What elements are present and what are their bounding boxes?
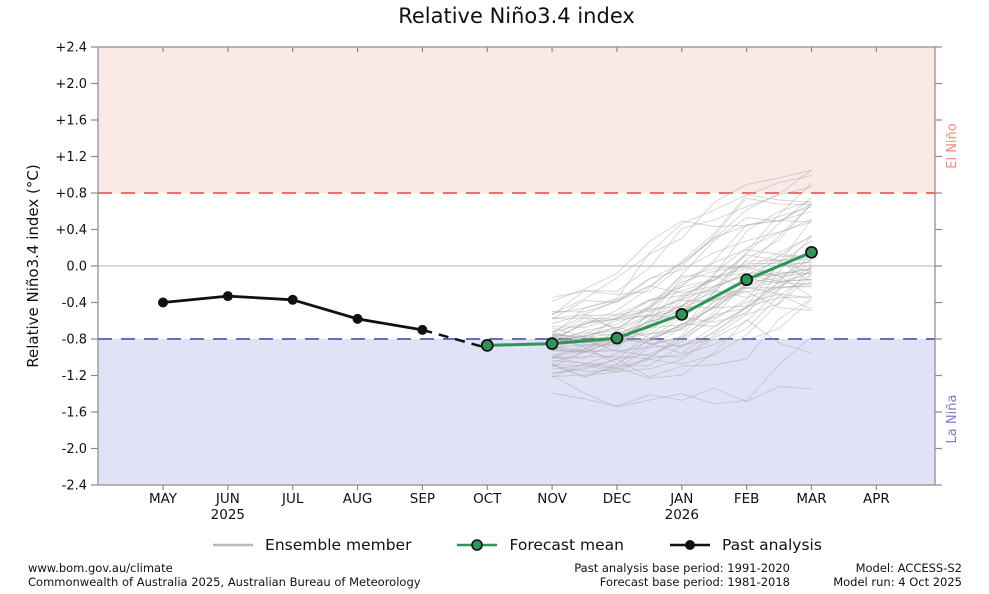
footer-model-info: Model: ACCESS-S2 Model run: 4 Oct 2025 [833,561,962,589]
footer-base-periods: Past analysis base period: 1991-2020 For… [574,561,790,589]
legend-label-past: Past analysis [721,536,822,554]
legend-item-past-analysis: Past analysis [668,536,822,554]
ensemble-member-line [552,249,812,350]
x-year-label: 2026 [665,507,699,523]
legend-item-ensemble-member: Ensemble member [211,536,411,554]
footer-site-url: www.bom.gov.au/climate [28,561,173,575]
forecast-line-marker-icon [455,537,499,553]
past-analysis-point [287,294,298,305]
forecast-mean-point [545,337,559,350]
ensemble-member-line [551,194,812,336]
ensemble-member-line [552,183,812,359]
legend-label-forecast: Forecast mean [509,536,624,554]
ensemble-member-line [552,266,812,373]
x-tick-label: JUN [215,491,240,507]
x-year-label: 2025 [211,507,245,523]
y-tick-label: -0.4 [62,296,87,311]
la-nina-label: La Niña [945,395,960,444]
ensemble-member-line [551,252,812,377]
x-tick-label: SEP [410,491,435,507]
past-analysis-point [352,313,363,324]
ensemble-member-line [552,254,812,328]
chart-legend: Ensemble member Forecast mean Past analy… [98,531,935,559]
y-axis-title: Relative Niño3.4 index (°C) [24,164,42,367]
past-line-marker-icon [668,537,712,553]
x-tick-label: MAY [149,491,178,507]
x-tick-label: FEB [734,491,760,507]
x-tick-label: APR [863,491,890,507]
forecast-mean-point [480,339,494,352]
x-tick-label: MAR [796,491,826,507]
y-tick-label: -1.2 [62,369,87,384]
y-tick-label: -2.4 [62,479,87,494]
y-tick-label: +0.4 [55,223,87,238]
y-tick-label: -0.8 [62,333,87,348]
x-tick-label: NOV [537,491,567,507]
ensemble-member-line [551,262,812,338]
ensemble-member-line [552,274,812,358]
past-analysis-point [417,324,428,335]
ensemble-member-line [552,218,812,353]
x-tick-label: AUG [343,491,373,507]
ensemble-member-line [552,298,812,378]
forecast-mean-point [740,273,754,287]
legend-label-ensemble: Ensemble member [265,536,412,554]
ensemble-member-line [551,197,812,333]
ensemble-member-line [551,270,812,345]
forecast-mean-point [805,245,818,259]
footer-copyright: Commonwealth of Australia 2025, Australi… [28,575,421,589]
y-tick-label: +2.0 [55,77,87,92]
x-tick-label: JAN [669,491,693,507]
footer-attribution: www.bom.gov.au/climate Commonwealth of A… [28,561,421,589]
footer-past-base-period: Past analysis base period: 1991-2020 [574,561,790,575]
el-nino-band [98,47,935,193]
ensemble-member-line [551,336,812,408]
ensemble-member-line [552,221,812,319]
x-tick-label: OCT [473,491,502,507]
y-tick-label: +2.4 [55,41,87,56]
y-tick-label: +1.2 [55,150,87,165]
forecast-mean-line [487,250,813,347]
ensemble-line-icon [211,537,255,553]
past-analysis-point [222,291,233,302]
x-tick-label: JUL [281,491,304,507]
footer-model: Model: ACCESS-S2 [855,561,962,575]
footer-model-run: Model run: 4 Oct 2025 [833,575,962,589]
ensemble-member-line [551,203,812,351]
y-tick-label: 0.0 [66,260,87,275]
past-analysis-point [158,297,168,308]
y-tick-label: +1.6 [55,114,87,129]
chart-title: Relative Niño3.4 index [398,4,635,28]
x-tick-label: DEC [603,491,631,507]
forecast-mean-point [610,331,624,345]
ensemble-member-line [551,220,812,344]
ensemble-member-line [552,272,812,378]
ensemble-member-line [552,273,812,359]
y-tick-label: -2.0 [62,442,87,457]
el-nino-label: El Niño [945,123,960,169]
la-nina-band [98,339,935,485]
ensemble-member-line [551,169,812,315]
ensemble-member-line [551,274,812,342]
y-tick-label: -1.6 [62,406,87,421]
footer-forecast-base-period: Forecast base period: 1981-2018 [599,575,790,589]
forecast-mean-point [675,308,689,321]
ensemble-member-line [552,286,812,344]
legend-item-forecast-mean: Forecast mean [455,536,624,554]
ensemble-member-line [552,386,812,407]
y-tick-label: +0.8 [55,187,87,202]
